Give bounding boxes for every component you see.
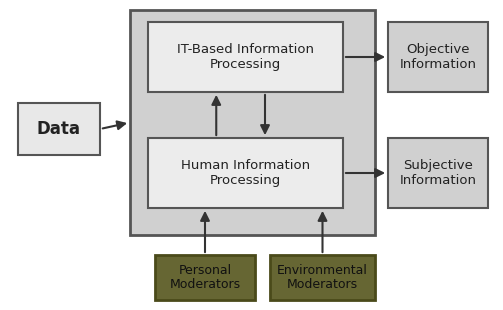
Text: Subjective
Information: Subjective Information	[399, 159, 476, 187]
Bar	[155, 255, 255, 300]
Bar	[148, 138, 343, 208]
Bar	[130, 10, 375, 235]
Bar	[270, 255, 375, 300]
Text: Environmental
Moderators: Environmental Moderators	[277, 264, 368, 291]
Text: Human Information
Processing: Human Information Processing	[181, 159, 310, 187]
Bar	[388, 22, 488, 92]
Bar	[18, 103, 100, 155]
Text: IT-Based Information
Processing: IT-Based Information Processing	[177, 43, 314, 71]
Text: Objective
Information: Objective Information	[399, 43, 476, 71]
Bar	[148, 22, 343, 92]
Bar	[388, 138, 488, 208]
Text: Data: Data	[37, 120, 81, 138]
Text: Personal
Moderators: Personal Moderators	[170, 264, 240, 291]
